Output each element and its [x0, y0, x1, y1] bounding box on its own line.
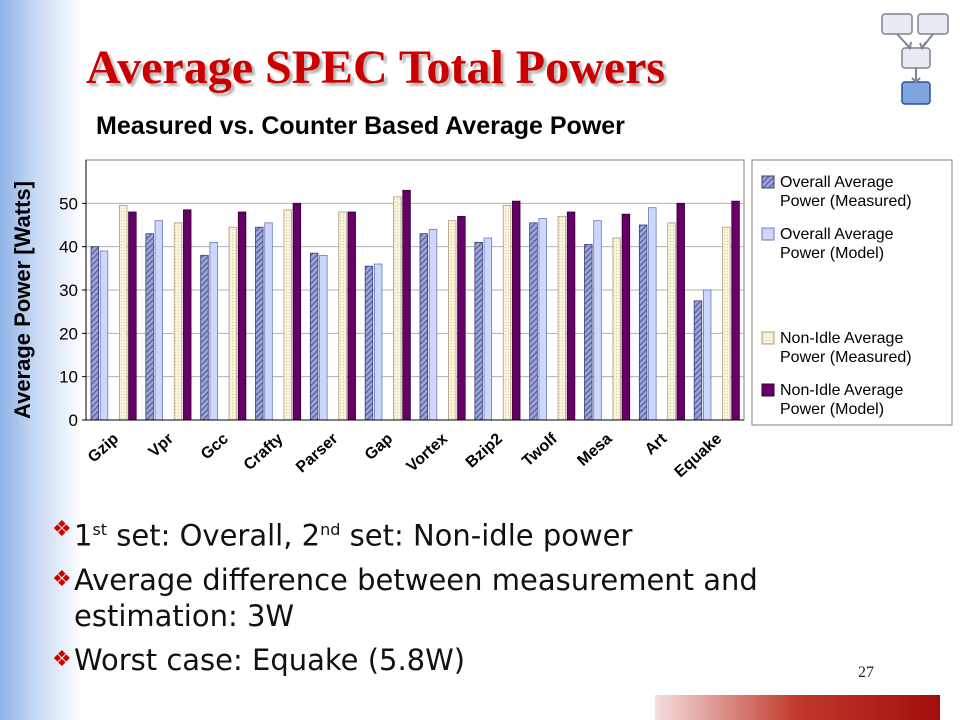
y-tick-label: 20: [59, 324, 78, 343]
bar: [200, 254, 209, 421]
bar: [676, 202, 685, 421]
bar: [693, 300, 703, 421]
legend-box: [751, 159, 953, 426]
x-tick-label: Art: [642, 430, 671, 459]
slide-title: Average SPEC Total Powers: [86, 41, 666, 94]
bar: [419, 233, 428, 421]
bar: [364, 265, 374, 421]
flowchart-logo-icon: [881, 13, 949, 105]
bullet-text: 1: [74, 518, 93, 553]
y-axis-label: Average Power [Watts]: [10, 181, 35, 419]
x-tick-label: Vortex: [404, 430, 452, 475]
legend-swatch: [761, 383, 775, 397]
bar: [483, 237, 493, 421]
bar: [502, 205, 512, 421]
bullet-item: ❖ Worst case: Equake (5.8W): [52, 642, 912, 678]
chart-title: Measured vs. Counter Based Average Power: [96, 112, 625, 140]
bar: [638, 224, 648, 421]
bullet-text: set: Non-idle power: [340, 518, 633, 553]
bar: [393, 196, 402, 421]
legend-label: Non-Idle Average Power (Model): [780, 382, 903, 418]
y-tick-label: 40: [59, 238, 78, 257]
bullet-text: Worst case: Equake (5.8W): [74, 642, 466, 677]
bullet-item: ❖ 1st set: Overall, 2nd set: Non-idle po…: [52, 512, 912, 554]
diamond-bullet-icon: ❖: [52, 566, 72, 592]
bar: [209, 241, 218, 421]
bullet-superscript: st: [92, 520, 108, 539]
bar: [255, 226, 264, 421]
x-tick-label: Vpr: [146, 430, 177, 460]
footer-accent-bar: [655, 695, 940, 720]
bar: [428, 228, 438, 421]
bar: [373, 263, 383, 421]
bar: [283, 209, 292, 421]
bar: [731, 200, 740, 421]
y-tick-label: 50: [59, 194, 78, 213]
bar: [457, 215, 466, 421]
x-tick-label: Gzip: [85, 430, 122, 466]
y-tick-label: 10: [59, 368, 78, 387]
diamond-bullet-icon: ❖: [52, 646, 72, 672]
bar: [99, 250, 109, 421]
bar: [612, 237, 621, 421]
bar: [90, 246, 99, 421]
bar: [309, 252, 319, 421]
bar: [154, 220, 164, 421]
x-tick-label: Gap: [362, 430, 397, 464]
x-tick-label: Crafty: [241, 430, 287, 474]
y-tick-label: 30: [59, 281, 78, 300]
diamond-bullet-icon: ❖: [52, 517, 72, 542]
x-tick-label: Parser: [293, 430, 341, 476]
x-tick-label: Bzip2: [463, 430, 506, 471]
bar: [119, 205, 128, 421]
x-tick-label: Twolf: [519, 430, 561, 470]
x-tick-label: Equake: [672, 430, 726, 481]
bullet-text: set: Overall, 2: [107, 518, 321, 553]
bar: [538, 218, 547, 421]
bar: [557, 215, 567, 421]
bar: [702, 289, 712, 421]
legend-swatch: [761, 331, 775, 345]
bar: [621, 213, 631, 421]
bar: [722, 226, 731, 421]
y-tick-label: 0: [69, 411, 78, 430]
bar: [347, 211, 356, 421]
bar: [447, 220, 457, 421]
slide-left-band: [0, 0, 82, 720]
bullet-superscript: nd: [320, 520, 341, 539]
bar: [593, 220, 602, 421]
bar: [512, 200, 521, 421]
bar: [529, 222, 538, 421]
bar: [667, 222, 676, 421]
page-number: 27: [858, 664, 874, 681]
x-tick-label: Mesa: [574, 430, 615, 469]
bar: [228, 226, 238, 421]
x-tick-label: Gcc: [198, 430, 232, 463]
legend-swatch: [761, 227, 775, 241]
bar: [145, 233, 154, 421]
bar: [237, 211, 247, 421]
bar: [648, 207, 657, 421]
bar: [566, 211, 576, 421]
bar: [183, 209, 192, 421]
bullet-item: ❖ Average difference between measurement…: [52, 562, 912, 634]
bar: [173, 222, 183, 421]
bar: [584, 244, 593, 421]
bar: [338, 211, 347, 421]
legend-label: Overall Average Power (Measured): [780, 174, 912, 210]
bar: [402, 189, 411, 421]
bar: [264, 222, 273, 421]
bar: [474, 241, 483, 421]
bar: [319, 254, 328, 421]
bar: [292, 202, 302, 421]
bullet-text: Average difference between measurement a…: [74, 562, 758, 633]
legend-label: Overall Average Power (Model): [780, 226, 894, 262]
bullet-list: ❖ 1st set: Overall, 2nd set: Non-idle po…: [52, 512, 912, 686]
legend-swatch: [761, 175, 775, 189]
legend-label: Non-Idle Average Power (Measured): [780, 330, 912, 366]
bar: [128, 211, 137, 421]
